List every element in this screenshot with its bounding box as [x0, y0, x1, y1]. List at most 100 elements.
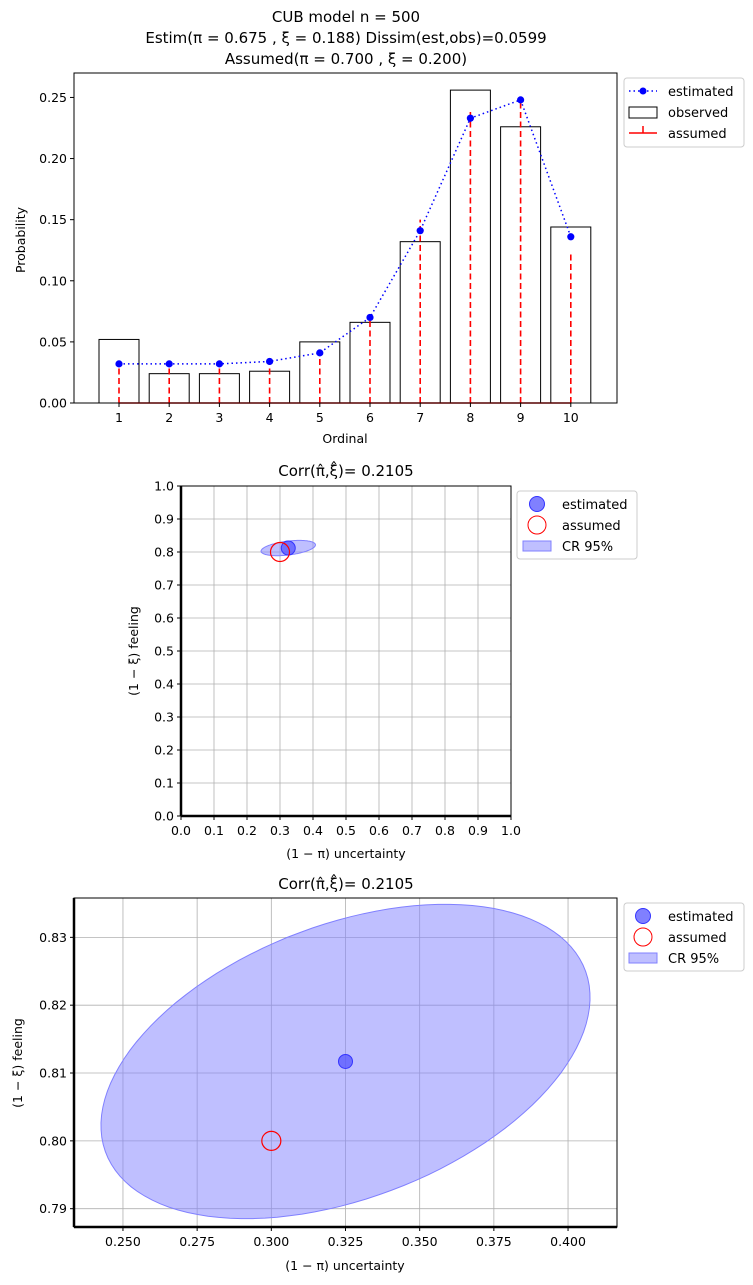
- y-tick-label: 0.80: [39, 1133, 67, 1148]
- assumed-point: [269, 541, 291, 563]
- x-tick-label: 0.375: [476, 1234, 512, 1249]
- y-tick-label: 0.25: [39, 90, 67, 105]
- x-tick-label: 1.0: [501, 823, 521, 838]
- chart-2-marks: [260, 539, 316, 563]
- y-tick-label: 0.15: [39, 212, 67, 227]
- estimated-point-8: [466, 114, 474, 122]
- chart-1-x-ticks: 1 2 3 4 5 6 7 8 9 10: [115, 403, 579, 425]
- estimated-point-2: [165, 360, 173, 368]
- x-tick-label: 0.7: [402, 823, 422, 838]
- y-tick-label: 0.4: [154, 677, 174, 692]
- chart-1-legend-assumed-label: assumed: [668, 127, 727, 142]
- x-tick-label: 0.8: [435, 823, 455, 838]
- chart-3-legend-estimated-marker: [635, 908, 651, 924]
- estimated-point-7: [416, 227, 424, 235]
- y-tick-label: 0.79: [39, 1201, 67, 1216]
- y-tick-label: 0.00: [39, 396, 67, 411]
- estimated-point-10: [567, 233, 575, 241]
- x-tick-label: 6: [366, 410, 374, 425]
- x-tick-label: 3: [215, 410, 223, 425]
- y-tick-label: 0.10: [39, 273, 67, 288]
- estimated-point: [338, 1053, 353, 1069]
- y-tick-label: 0.05: [39, 334, 67, 349]
- chart-3-marks: [100, 903, 591, 1220]
- chart-1-legend-estimated-label: estimated: [668, 85, 733, 100]
- chart-2-y-label: (1 − ξ) feeling: [126, 606, 141, 696]
- y-tick-label: 0.8: [154, 545, 174, 560]
- x-tick-label: 0.400: [550, 1234, 586, 1249]
- chart-2-legend-estimated-marker: [529, 496, 545, 512]
- chart-1-legend-observed-swatch: [628, 106, 658, 119]
- x-tick-label: 0.350: [402, 1234, 438, 1249]
- y-tick-label: 0.1: [154, 776, 174, 791]
- x-tick-label: 0.3: [270, 823, 290, 838]
- y-tick-label: 0.83: [39, 930, 67, 945]
- x-tick-label: 0.6: [369, 823, 389, 838]
- chart-2-legend-assumed-marker: [527, 515, 547, 535]
- chart-3-parameter-zoom: Corr(π̂,ξ̂)= 0.2105 0.250 0.275 0.300 0.325…: [10, 873, 745, 1273]
- chart-2-grid: [180, 485, 512, 817]
- chart-3-x-label: (1 − π) uncertainty: [285, 1258, 405, 1273]
- x-tick-label: 0.325: [328, 1234, 364, 1249]
- estimated-point-1: [115, 360, 123, 368]
- y-tick-label: 0.9: [154, 512, 174, 527]
- x-tick-label: 2: [165, 410, 173, 425]
- y-tick-label: 0.6: [154, 611, 174, 626]
- y-tick-label: 0.0: [154, 809, 174, 824]
- chart-1-legend-observed-label: observed: [668, 106, 728, 121]
- estimated-point-5: [316, 349, 324, 357]
- chart-3-legend-assumed-label: assumed: [668, 931, 727, 946]
- x-tick-label: 0.2: [237, 823, 257, 838]
- chart-2-parameter-space: Corr(π̂,ξ̂)= 0.2105 0.0 0.1 0.2 0.3 0.4 0.5 0.…: [126, 460, 638, 861]
- chart-3-legend-assumed-marker: [633, 927, 653, 947]
- y-tick-label: 1.0: [154, 479, 174, 494]
- chart-1-legend-estimated-marker: [639, 87, 647, 95]
- assumed-point: [261, 1130, 282, 1151]
- y-tick-label: 0.7: [154, 578, 174, 593]
- chart-1-estimated-line: [115, 96, 575, 368]
- x-tick-label: 10: [563, 410, 579, 425]
- x-tick-label: 8: [466, 410, 474, 425]
- chart-3-legend-cr-swatch: [628, 952, 658, 964]
- x-tick-label: 0.5: [336, 823, 356, 838]
- chart-3-title: Corr(π̂,ξ̂)= 0.2105: [278, 873, 413, 893]
- x-tick-label: 0.9: [468, 823, 488, 838]
- y-tick-label: 0.2: [154, 743, 174, 758]
- x-tick-label: 0.300: [253, 1234, 289, 1249]
- chart-1-x-label: Ordinal: [322, 431, 367, 446]
- estimated-point-6: [366, 313, 374, 322]
- chart-2-title: Corr(π̂,ξ̂)= 0.2105: [278, 460, 413, 480]
- y-tick-label: 0.20: [39, 151, 67, 166]
- chart-1-distribution: CUB model n = 500 Estim(π = 0.675 , ξ = …: [13, 8, 745, 446]
- chart-2-x-label: (1 − π) uncertainty: [286, 846, 406, 861]
- y-tick-label: 0.5: [154, 644, 174, 659]
- chart-3-y-label: (1 − ξ) feeling: [10, 1018, 25, 1108]
- x-tick-label: 4: [266, 410, 274, 425]
- chart-2-legend-cr-swatch: [522, 540, 552, 552]
- x-tick-label: 0.1: [204, 823, 224, 838]
- chart-1-axes-frame: [73, 72, 618, 404]
- chart-1-y-ticks: 0.00 0.05 0.10 0.15 0.20 0.25: [39, 90, 74, 411]
- chart-1-legend-box: [623, 77, 745, 148]
- estimated-point-9: [517, 96, 525, 104]
- chart-2-legend: estimated assumed CR 95%: [516, 490, 638, 560]
- chart-2-legend-estimated-label: estimated: [562, 498, 627, 513]
- chart-1-observed-bars: [98, 89, 592, 404]
- estimated-series-line: [119, 98, 572, 365]
- chart-3-legend-estimated-label: estimated: [668, 910, 733, 925]
- chart-1-title-line-1: CUB model n = 500: [272, 8, 420, 26]
- x-tick-label: 0.275: [179, 1234, 215, 1249]
- x-tick-label: 1: [115, 410, 123, 425]
- chart-1-title-line-3: Assumed(π = 0.700 , ξ = 0.200): [225, 50, 467, 68]
- chart-2-legend-cr-label: CR 95%: [562, 540, 613, 555]
- estimated-point-3: [215, 360, 223, 368]
- chart-1-legend: estimated observed assumed: [623, 77, 745, 148]
- x-tick-label: 5: [316, 410, 324, 425]
- chart-3-legend: estimated assumed CR 95%: [623, 902, 745, 972]
- chart-2-ticks: 0.0 0.1 0.2 0.3 0.4 0.5 0.6 0.7 0.8 0.9 1.0 0.0 0.1 0…: [154, 479, 521, 839]
- chart-1-y-label: Probability: [13, 206, 28, 273]
- chart-3-ticks: 0.250 0.275 0.300 0.325 0.350 0.375 0.400 0.79 0…: [39, 930, 586, 1249]
- x-tick-label: 0.4: [303, 823, 323, 838]
- x-tick-label: 0.0: [171, 823, 191, 838]
